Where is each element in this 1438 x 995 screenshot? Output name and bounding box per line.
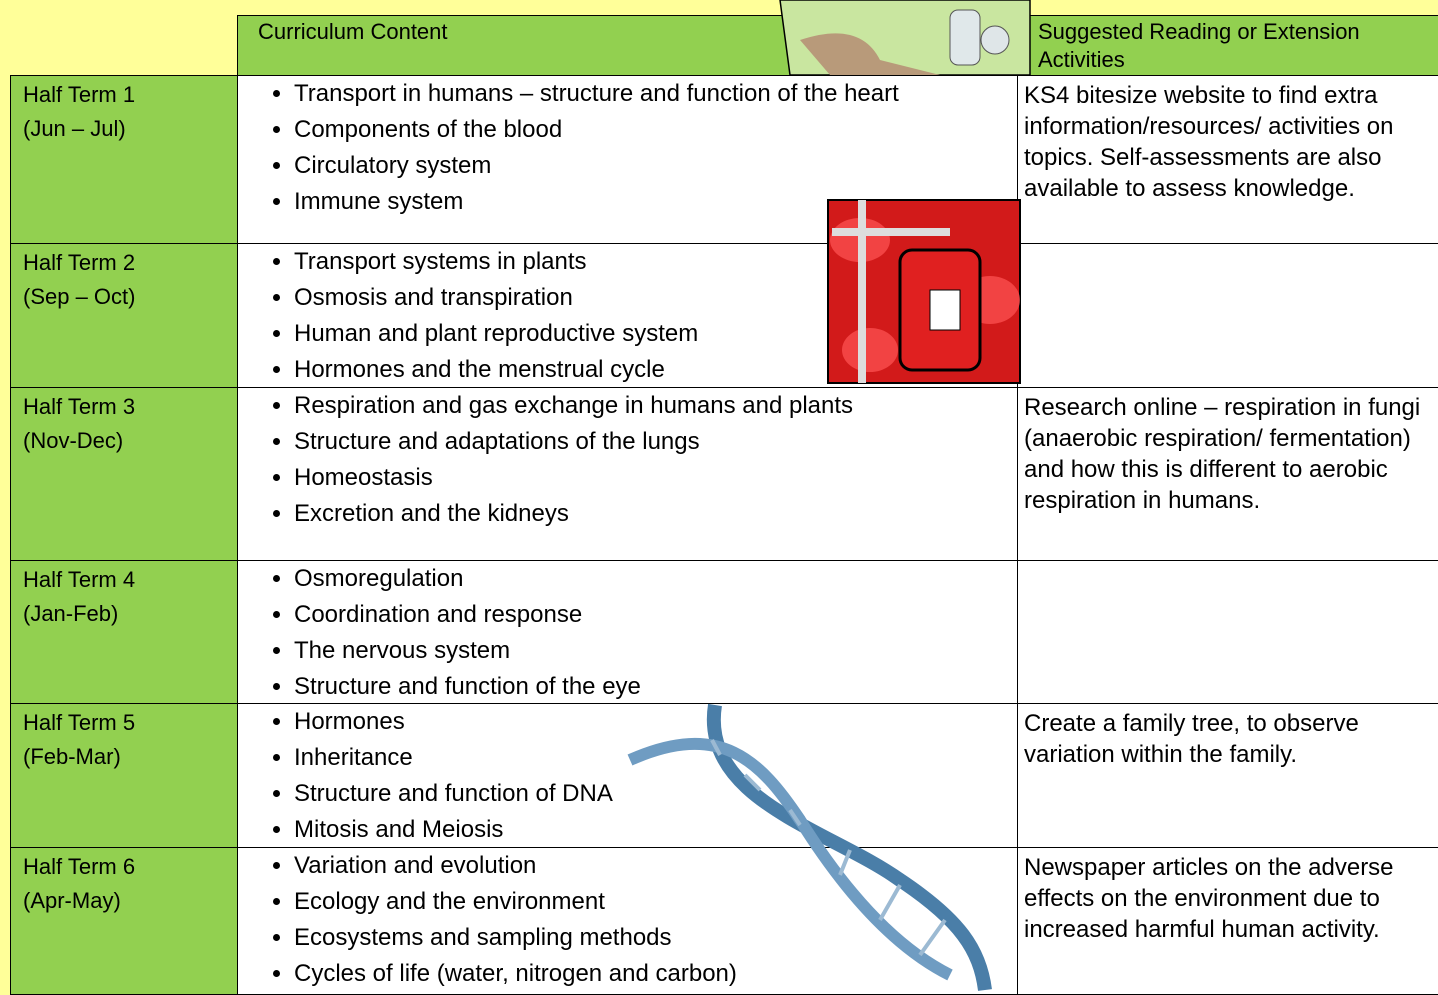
topic: Circulatory system [294, 148, 1017, 184]
topic: Hormones [294, 704, 1017, 740]
term-cell: Half Term 5 (Feb-Mar) [10, 703, 238, 848]
topic-list: Respiration and gas exchange in humans a… [238, 388, 1017, 532]
term-cell: Half Term 4 (Jan-Feb) [10, 560, 238, 704]
topic: Variation and evolution [294, 848, 1017, 884]
topics-cell: Transport systems in plantsOsmosis and t… [237, 243, 1018, 388]
topic: Structure and adaptations of the lungs [294, 424, 1017, 460]
topic-list: Transport in humans – structure and func… [238, 76, 1017, 220]
reading-cell [1017, 560, 1438, 704]
topic: Excretion and the kidneys [294, 496, 1017, 532]
term-dates: (Apr-May) [23, 888, 121, 913]
topic: Osmosis and transpiration [294, 280, 1017, 316]
term-dates: (Jun – Jul) [23, 116, 126, 141]
topic: Coordination and response [294, 597, 1017, 633]
reading-text: Newspaper articles on the adverse effect… [1024, 854, 1394, 943]
topics-cell: Variation and evolutionEcology and the e… [237, 847, 1018, 995]
reading-cell: Newspaper articles on the adverse effect… [1017, 847, 1438, 995]
term-name: Half Term 2 [23, 250, 136, 275]
topic-list: Transport systems in plantsOsmosis and t… [238, 244, 1017, 388]
term-name: Half Term 4 [23, 567, 136, 592]
topic: Mitosis and Meiosis [294, 812, 1017, 848]
topics-cell: HormonesInheritanceStructure and functio… [237, 703, 1018, 848]
topic: Transport systems in plants [294, 244, 1017, 280]
term-dates: (Sep – Oct) [23, 284, 136, 309]
term-cell: Half Term 6 (Apr-May) [10, 847, 238, 995]
topic: Transport in humans – structure and func… [294, 76, 1017, 112]
topic: Respiration and gas exchange in humans a… [294, 388, 1017, 424]
topics-cell: OsmoregulationCoordination and responseT… [237, 560, 1018, 704]
topic: Components of the blood [294, 112, 1017, 148]
topic: Ecology and the environment [294, 884, 1017, 920]
term-cell: Half Term 3 (Nov-Dec) [10, 387, 238, 561]
header-reading: Suggested Reading or Extension Activitie… [1017, 15, 1438, 76]
term-name: Half Term 3 [23, 394, 136, 419]
term-dates: (Jan-Feb) [23, 601, 119, 626]
topic: Cycles of life (water, nitrogen and carb… [294, 956, 1017, 992]
reading-text: KS4 bitesize website to find extra infor… [1024, 82, 1394, 202]
term-cell: Half Term 2 (Sep – Oct) [10, 243, 238, 388]
topic-list: HormonesInheritanceStructure and functio… [238, 704, 1017, 848]
topic: Ecosystems and sampling methods [294, 920, 1017, 956]
reading-cell: KS4 bitesize website to find extra infor… [1017, 75, 1438, 244]
topics-cell: Transport in humans – structure and func… [237, 75, 1018, 244]
topic: Hormones and the menstrual cycle [294, 352, 1017, 388]
reading-cell: Research online – respiration in fungi (… [1017, 387, 1438, 561]
topic: The nervous system [294, 633, 1017, 669]
topic-list: Variation and evolutionEcology and the e… [238, 848, 1017, 992]
term-name: Half Term 6 [23, 854, 136, 879]
topic: Human and plant reproductive system [294, 316, 1017, 352]
term-dates: (Nov-Dec) [23, 428, 124, 453]
topic: Immune system [294, 184, 1017, 220]
topic: Homeostasis [294, 460, 1017, 496]
term-name: Half Term 5 [23, 710, 136, 735]
term-name: Half Term 1 [23, 82, 136, 107]
topic: Structure and function of the eye [294, 669, 1017, 705]
reading-cell [1017, 243, 1438, 388]
header-content: Curriculum Content [237, 15, 1018, 76]
term-dates: (Feb-Mar) [23, 744, 121, 769]
reading-cell: Create a family tree, to observe variati… [1017, 703, 1438, 848]
topic: Osmoregulation [294, 561, 1017, 597]
topic-list: OsmoregulationCoordination and responseT… [238, 561, 1017, 705]
topic: Structure and function of DNA [294, 776, 1017, 812]
reading-text: Create a family tree, to observe variati… [1024, 710, 1359, 768]
reading-text: Research online – respiration in fungi (… [1024, 394, 1421, 514]
topic: Inheritance [294, 740, 1017, 776]
term-cell: Half Term 1 (Jun – Jul) [10, 75, 238, 244]
topics-cell: Respiration and gas exchange in humans a… [237, 387, 1018, 561]
